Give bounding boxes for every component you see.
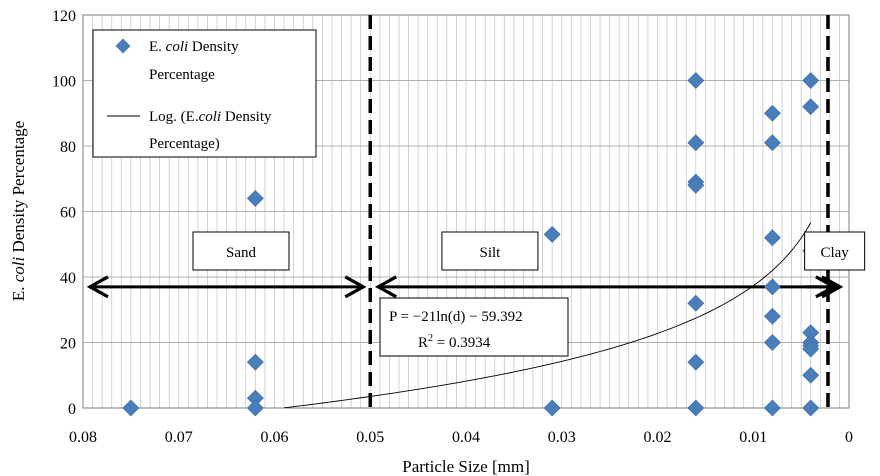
region-label-text: Sand xyxy=(226,245,257,261)
data-point xyxy=(246,353,264,371)
region-dividers xyxy=(368,15,830,408)
data-point xyxy=(802,340,820,358)
data-point xyxy=(763,278,781,296)
data-point xyxy=(122,399,140,417)
data-point xyxy=(763,307,781,325)
data-point xyxy=(246,189,264,207)
region-label-box xyxy=(441,231,539,271)
region-label-sand: Sand xyxy=(192,231,290,271)
equation-line2: R2 = 0.3934 xyxy=(418,333,491,351)
x-tick-label: 0.03 xyxy=(548,429,576,446)
data-point xyxy=(763,229,781,247)
equation-line1: P = −21ln(d) − 59.392 xyxy=(389,309,523,325)
data-point xyxy=(543,399,561,417)
data-point xyxy=(543,226,561,243)
data-point xyxy=(763,399,781,417)
y-tick-labels: 0 20 40 60 80 100 120 xyxy=(52,8,76,418)
data-point xyxy=(687,294,705,312)
data-point xyxy=(802,72,820,89)
legend-entry-scatter-line2: Percentage xyxy=(149,67,215,83)
legend-diamond-marker xyxy=(115,38,131,54)
data-point xyxy=(246,399,264,417)
y-tick-label: 80 xyxy=(60,139,76,156)
x-tick-label: 0.07 xyxy=(165,429,193,446)
data-point xyxy=(802,366,820,384)
data-point xyxy=(763,134,781,152)
region-labels: Sand Silt Clay xyxy=(192,231,866,271)
y-axis-title: E. coli Density Percentage xyxy=(9,121,28,301)
x-tick-label: 0.05 xyxy=(356,429,384,446)
y-tick-label: 40 xyxy=(60,270,76,287)
y-tick-label: 100 xyxy=(52,74,76,91)
x-tick-label: 0.08 xyxy=(69,429,97,446)
x-tick-labels: 0.08 0.07 0.06 0.05 0.04 0.03 0.02 0.01 0 xyxy=(69,429,853,446)
data-point xyxy=(802,399,820,417)
region-label-silt: Silt xyxy=(441,231,539,271)
equation-box: P = −21ln(d) − 59.392 R2 = 0.3934 xyxy=(379,297,569,357)
region-label-text: Clay xyxy=(820,245,849,261)
data-point xyxy=(802,98,820,116)
region-label-box xyxy=(804,231,866,271)
data-point xyxy=(763,334,781,351)
x-tick-label: 0.04 xyxy=(452,429,480,446)
data-point xyxy=(687,134,705,152)
x-tick-label: 0 xyxy=(845,429,853,446)
legend-entry-trendline-line2: Percentage) xyxy=(149,136,220,152)
x-tick-label: 0.06 xyxy=(261,429,289,446)
legend-entry-scatter: E. coli Density xyxy=(149,39,239,55)
data-point xyxy=(687,72,705,89)
region-label-text: Silt xyxy=(480,245,502,261)
y-tick-label: 0 xyxy=(68,401,76,418)
data-point xyxy=(687,176,705,194)
x-tick-label: 0.01 xyxy=(739,429,767,446)
y-tick-label: 60 xyxy=(60,205,76,222)
data-point xyxy=(763,104,781,122)
region-label-box xyxy=(192,231,290,271)
data-point xyxy=(687,353,705,371)
plot-frame xyxy=(82,14,850,409)
x-axis-title: Particle Size [mm] xyxy=(402,457,529,476)
y-tick-label: 120 xyxy=(52,8,76,25)
legend-entry-trendline: Log. (E.coli Density xyxy=(149,109,272,125)
data-points xyxy=(122,72,820,417)
region-label-clay: Clay xyxy=(804,231,866,271)
data-point xyxy=(687,399,705,417)
log-trendline xyxy=(284,222,812,409)
x-tick-label: 0.02 xyxy=(644,429,672,446)
legend: E. coli Density Percentage Log. (E.coli … xyxy=(92,29,317,158)
y-tick-label: 20 xyxy=(60,336,76,353)
